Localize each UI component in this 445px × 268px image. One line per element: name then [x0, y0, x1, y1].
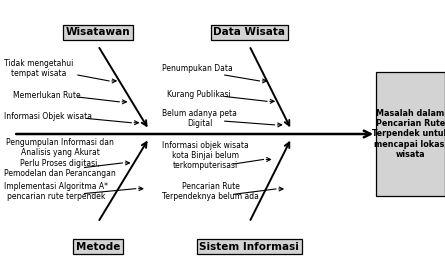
- Text: Penumpukan Data: Penumpukan Data: [162, 64, 233, 73]
- Text: Informasi Objek wisata: Informasi Objek wisata: [4, 112, 93, 121]
- Text: Sistem Informasi: Sistem Informasi: [199, 241, 299, 252]
- Text: Masalah dalam
Pencarian Rute
Terpendek untuk
mencapai lokasi
wisata: Masalah dalam Pencarian Rute Terpendek u…: [372, 109, 445, 159]
- Text: Metode: Metode: [76, 241, 120, 252]
- Text: Memerlukan Rute: Memerlukan Rute: [13, 91, 81, 100]
- Text: Informasi objek wisata
kota Binjai belum
terkomputerisasi: Informasi objek wisata kota Binjai belum…: [162, 140, 249, 170]
- Text: Belum adanya peta
Digital: Belum adanya peta Digital: [162, 109, 237, 128]
- Text: Tidak mengetahui
tempat wisata: Tidak mengetahui tempat wisata: [4, 59, 74, 78]
- Text: Data Wisata: Data Wisata: [213, 27, 285, 37]
- Text: Kurang Publikasi: Kurang Publikasi: [167, 90, 231, 99]
- Text: Wisatawan: Wisatawan: [65, 27, 130, 37]
- FancyBboxPatch shape: [376, 72, 445, 196]
- Text: Pencarian Rute
Terpendeknya belum ada: Pencarian Rute Terpendeknya belum ada: [162, 182, 259, 201]
- Text: Pengumpulan Informasi dan
Analisis yang Akurat
Perlu Proses digitasi,
Pemodelan : Pengumpulan Informasi dan Analisis yang …: [4, 138, 116, 178]
- Text: Implementasi Algoritma A*
pencarian rute terpendek: Implementasi Algoritma A* pencarian rute…: [4, 182, 109, 201]
